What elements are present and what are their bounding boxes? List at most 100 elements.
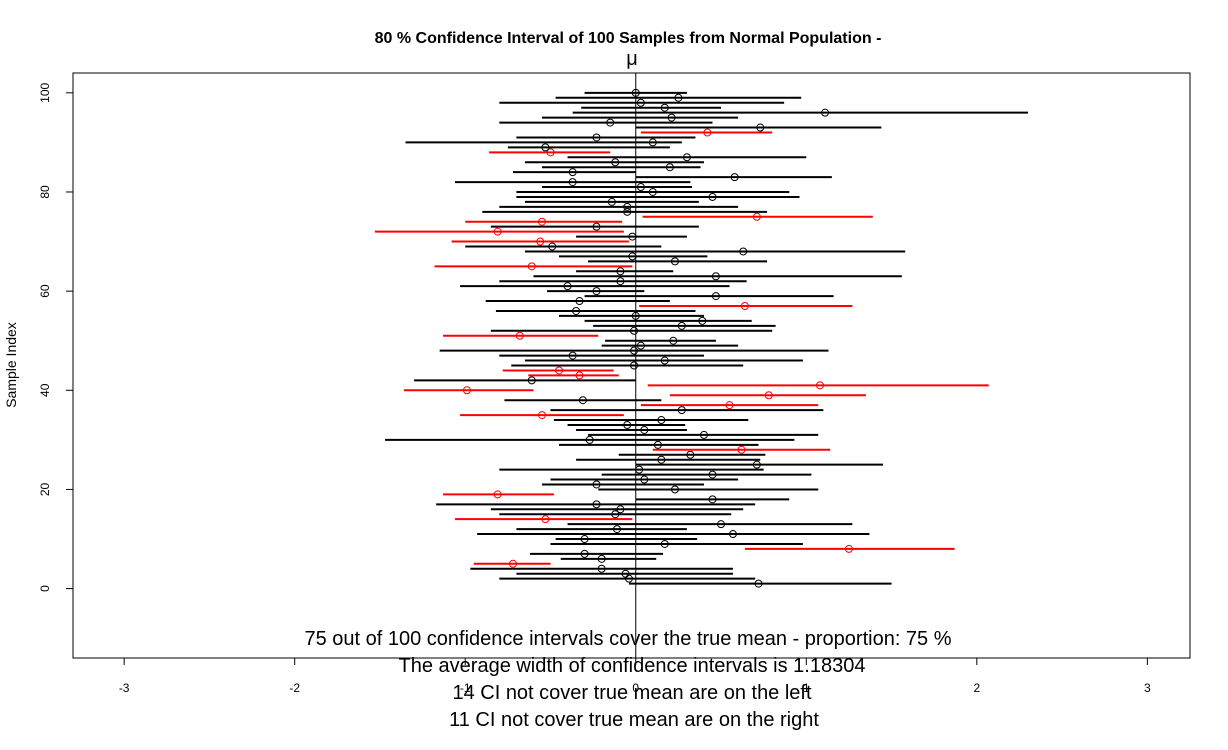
y-tick-label: 100 (38, 82, 52, 102)
sample-mean-point (686, 450, 695, 459)
chart-subtitle: μ (626, 48, 638, 70)
sample-mean-point (708, 470, 717, 479)
sample-mean-point (606, 118, 615, 127)
sample-mean-point (711, 292, 720, 301)
sample-mean-point (611, 510, 620, 519)
sample-mean-point (630, 346, 639, 355)
sample-mean-point (493, 227, 502, 236)
sample-mean-point (568, 168, 577, 177)
sample-mean-point (621, 569, 630, 578)
sample-mean-point (623, 202, 632, 211)
sample-mean-point (527, 376, 536, 385)
sample-mean-point (515, 331, 524, 340)
annotations-group: 75 out of 100 confidence intervals cover… (304, 628, 951, 731)
sample-mean-point (703, 128, 712, 137)
sample-mean-point (648, 187, 657, 196)
annotation-right-misses: 11 CI not cover true mean are on the rig… (449, 709, 819, 731)
y-tick-label: 80 (38, 185, 52, 199)
sample-mean-point (607, 197, 616, 206)
sample-mean-point (667, 113, 676, 122)
sample-mean-point (527, 262, 536, 271)
sample-mean-point (682, 153, 691, 162)
sample-mean-point (764, 391, 773, 400)
x-axis: -3 -2 -1 0 1 2 3 (119, 658, 1151, 695)
sample-mean-point (708, 495, 717, 504)
sample-mean-point (631, 311, 640, 320)
sample-mean-point (572, 306, 581, 315)
x-tick-label: -2 (289, 681, 300, 695)
sample-mean-point (628, 232, 637, 241)
sample-mean-point (635, 465, 644, 474)
sample-mean-point (725, 401, 734, 410)
sample-mean-point (739, 247, 748, 256)
sample-mean-point (623, 207, 632, 216)
sample-mean-point (640, 425, 649, 434)
sample-mean-point (670, 257, 679, 266)
sample-mean-point (585, 435, 594, 444)
plot-frame (72, 72, 1191, 659)
annotation-average-width: The average width of confidence interval… (399, 655, 866, 677)
x-tick-label: 0 (632, 681, 639, 695)
sample-mean-point (677, 321, 686, 330)
intervals-group (374, 88, 1028, 588)
sample-mean-point (674, 93, 683, 102)
sample-mean-point (592, 222, 601, 231)
sample-mean-point (821, 108, 830, 117)
sample-mean-point (630, 361, 639, 370)
sample-mean-point (597, 554, 606, 563)
sample-mean-point (657, 455, 666, 464)
sample-mean-point (536, 237, 545, 246)
sample-mean-point (665, 163, 674, 172)
sample-mean-point (699, 430, 708, 439)
sample-mean-point (752, 460, 761, 469)
sample-mean-point (670, 485, 679, 494)
sample-mean-point (548, 242, 557, 251)
x-tick-label: -3 (119, 681, 130, 695)
sample-mean-point (597, 564, 606, 573)
sample-mean-point (708, 192, 717, 201)
sample-mean-point (730, 173, 739, 182)
x-tick-label: 1 (803, 681, 810, 695)
sample-mean-point (613, 525, 622, 534)
sample-mean-point (756, 123, 765, 132)
sample-mean-point (580, 549, 589, 558)
sample-mean-point (844, 544, 853, 553)
sample-mean-point (711, 272, 720, 281)
sample-mean-point (717, 520, 726, 529)
y-axis-label: Sample Index (3, 322, 19, 408)
sample-mean-point (640, 475, 649, 484)
sample-mean-point (592, 287, 601, 296)
x-tick-label: -1 (460, 681, 471, 695)
sample-mean-point (636, 98, 645, 107)
sample-mean-point (537, 217, 546, 226)
sample-mean-point (546, 148, 555, 157)
y-axis: 0 20 40 60 80 100 (38, 82, 73, 592)
sample-mean-point (636, 183, 645, 192)
y-tick-label: 40 (38, 383, 52, 397)
x-tick-label: 3 (1144, 681, 1151, 695)
sample-mean-point (677, 406, 686, 415)
sample-mean-point (653, 440, 662, 449)
sample-mean-point (636, 341, 645, 350)
sample-mean-point (537, 411, 546, 420)
sample-mean-point (563, 282, 572, 291)
x-tick-label: 2 (973, 681, 980, 695)
annotation-left-misses: 14 CI not cover true mean are on the lef… (452, 682, 812, 704)
sample-mean-point (541, 515, 550, 524)
sample-mean-point (578, 396, 587, 405)
sample-mean-point (630, 326, 639, 335)
sample-mean-point (660, 539, 669, 548)
chart-title: 80 % Confidence Interval of 100 Samples … (375, 30, 882, 47)
sample-mean-point (555, 366, 564, 375)
sample-mean-point (631, 88, 640, 97)
y-tick-label: 60 (38, 284, 52, 298)
sample-mean-point (575, 297, 584, 306)
sample-mean-point (592, 133, 601, 142)
sample-mean-point (568, 351, 577, 360)
sample-mean-point (728, 530, 737, 539)
sample-mean-point (508, 559, 517, 568)
sample-mean-point (752, 212, 761, 221)
sample-mean-point (592, 480, 601, 489)
sample-mean-point (611, 158, 620, 167)
